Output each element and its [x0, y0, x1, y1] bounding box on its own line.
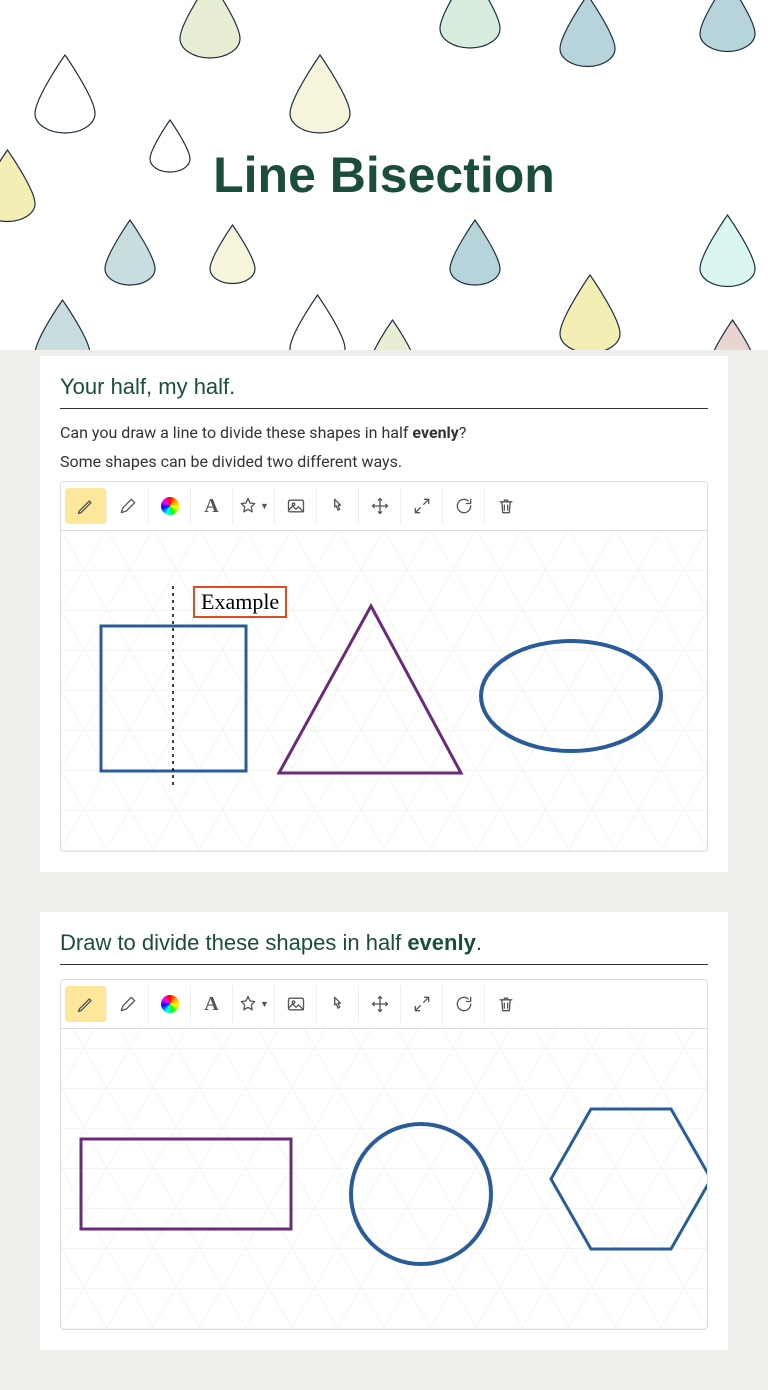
text-tool[interactable]: A [191, 986, 233, 1022]
section-2-title: Draw to divide these shapes in half even… [60, 930, 708, 965]
canvas-widget-1: A▼ Example [60, 481, 708, 852]
image-tool[interactable] [275, 488, 317, 524]
drawing-canvas-2[interactable] [61, 1029, 707, 1329]
image-tool[interactable] [275, 986, 317, 1022]
header-banner: Line Bisection [0, 0, 768, 350]
star-tool[interactable]: ▼ [233, 986, 275, 1022]
pen-tool[interactable] [107, 488, 149, 524]
section-2-card: Draw to divide these shapes in half even… [40, 912, 728, 1350]
pencil-tool[interactable] [65, 488, 107, 524]
move-tool[interactable] [359, 986, 401, 1022]
expand-tool[interactable] [401, 986, 443, 1022]
instruction-1: Can you draw a line to divide these shap… [60, 423, 708, 442]
canvas-widget-2: A▼ [60, 979, 708, 1330]
drawing-canvas-1[interactable]: Example [61, 531, 707, 851]
drawing-toolbar-1: A▼ [61, 482, 707, 531]
trash-tool[interactable] [485, 488, 527, 524]
shapes-svg-1 [61, 531, 701, 851]
color-tool[interactable] [149, 488, 191, 524]
trash-tool[interactable] [485, 986, 527, 1022]
instruction-1-pre: Can you draw a line to divide these shap… [60, 423, 412, 442]
section-1-card: Your half, my half. Can you draw a line … [40, 356, 728, 872]
rotate-tool[interactable] [443, 488, 485, 524]
instruction-2: Some shapes can be divided two different… [60, 452, 708, 471]
page-title: Line Bisection [213, 146, 555, 204]
expand-tool[interactable] [401, 488, 443, 524]
section-1-title: Your half, my half. [60, 374, 708, 409]
instruction-1-post: ? [459, 423, 467, 442]
drawing-toolbar-2: A▼ [61, 980, 707, 1029]
section-2-title-post: . [476, 930, 482, 955]
rotate-tool[interactable] [443, 986, 485, 1022]
move-tool[interactable] [359, 488, 401, 524]
shapes-svg-2 [61, 1029, 708, 1329]
pen-tool[interactable] [107, 986, 149, 1022]
section-2-title-pre: Draw to divide these shapes in half [60, 930, 407, 955]
text-tool[interactable]: A [191, 488, 233, 524]
pointer-tool[interactable] [317, 986, 359, 1022]
pointer-tool[interactable] [317, 488, 359, 524]
pencil-tool[interactable] [65, 986, 107, 1022]
instruction-1-bold: evenly [412, 423, 458, 442]
section-2-title-bold: evenly [407, 930, 476, 955]
color-tool[interactable] [149, 986, 191, 1022]
star-tool[interactable]: ▼ [233, 488, 275, 524]
